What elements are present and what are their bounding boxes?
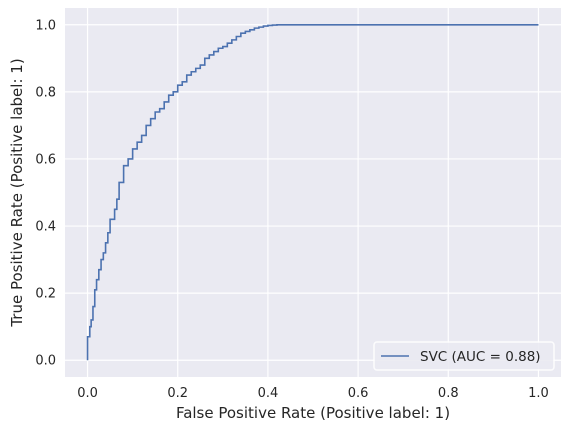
x-tick-label: 0.6 [348,386,369,401]
roc-curve-line [86,23,539,361]
y-tick-label: 0.8 [35,85,56,100]
grid-lines [65,8,561,377]
y-axis-label: True Positive Rate (Positive label: 1) [8,58,26,327]
x-tick-label: 0.0 [77,386,98,401]
legend-entry-label: SVC (AUC = 0.88) [420,349,541,365]
y-tick-label: 0.4 [35,220,56,235]
y-tick-label: 0.6 [35,152,56,167]
x-tick-label: 0.8 [438,386,459,401]
x-tick-label: 0.4 [258,386,279,401]
series-layer [86,23,539,361]
legend-box [373,341,555,371]
plot-area-background [65,8,561,377]
x-tick-label: 1.0 [528,386,549,401]
y-tick-label: 0.2 [35,287,56,302]
tick-labels: 0.0 0.2 0.4 0.6 0.8 1.0 0.0 0.2 0.4 0.6 0.8 1.0 [35,18,548,401]
y-tick-label: 0.0 [35,354,56,369]
y-tick-label: 1.0 [35,18,56,33]
x-tick-label: 0.2 [167,386,188,401]
x-axis-label: False Positive Rate (Positive label: 1) [176,404,450,422]
legend: SVC (AUC = 0.88) [373,341,555,371]
